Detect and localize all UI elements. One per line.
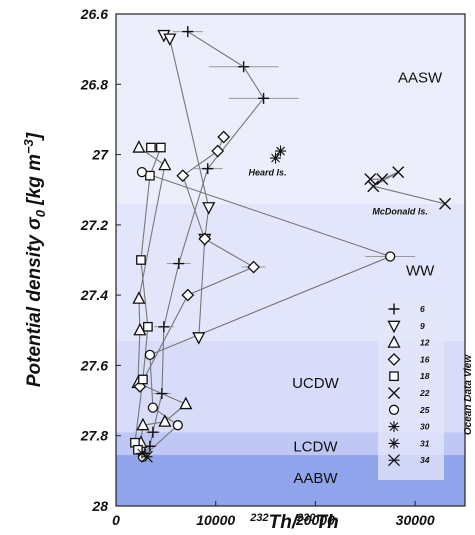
series-12-point [136, 417, 150, 431]
legend-marker-12 [387, 335, 401, 348]
legend-box [378, 298, 444, 480]
series-18-point [143, 321, 153, 332]
x-tick-label: 30000 [396, 512, 435, 528]
annotations: Heard Is. McDonald Is. [249, 168, 428, 217]
series-6-point [182, 26, 194, 38]
y-tick-label: 26.8 [80, 76, 108, 92]
series-31-point [136, 447, 148, 459]
series-6-point [156, 388, 168, 400]
legend-marker-25 [388, 404, 400, 415]
series-6-point [258, 92, 270, 104]
series-9-point [163, 33, 177, 47]
legend-label: 31 [420, 438, 430, 448]
series-22-point [439, 197, 452, 210]
label-aasw: AASW [398, 69, 443, 86]
series-16-point [217, 130, 231, 144]
series-6-point [202, 163, 214, 175]
legend-marker-34 [388, 454, 400, 467]
series-12-point [158, 157, 172, 171]
series-6-point [238, 61, 250, 73]
series-18-point [156, 142, 166, 153]
band-lcdw [116, 432, 465, 456]
y-tick-label: 27.8 [80, 428, 108, 444]
series-9-point [202, 202, 216, 215]
series-25-point [144, 349, 156, 361]
plot-frame [115, 13, 466, 507]
legend-marker-30 [388, 421, 400, 433]
tick-labels: 0 10000 20000 30000 26.6 26.8 27 27.2 27.4 27.6 27… [80, 6, 435, 528]
series-12-point [132, 140, 146, 153]
series-25-point [385, 251, 396, 262]
watermark: Ocean Data View [463, 354, 474, 435]
legend-label: 18 [420, 371, 430, 381]
series-16-point [198, 232, 212, 246]
legend: 6 9 12 16 18 22 25 30 31 34 [378, 298, 444, 480]
series-6-line [144, 31, 265, 454]
water-mass-labels: AASW WW UCDW LCDW AABW [292, 69, 443, 487]
y-tick-label: 27.6 [80, 357, 108, 373]
y-tick-label: 27.2 [80, 217, 108, 233]
series-34-point [140, 450, 153, 463]
series-22-point [367, 180, 380, 193]
y-axis-title: Potential density σ0 [kg m−3] [21, 132, 48, 387]
legend-label: 22 [419, 388, 430, 398]
series-30-point [275, 145, 287, 157]
series-25-point [147, 402, 159, 413]
series-16-point [211, 144, 225, 158]
series-18-point [146, 142, 156, 153]
series-12-point [132, 291, 146, 304]
series-16-point [181, 288, 195, 302]
y-tick-label: 27.4 [80, 287, 108, 303]
series-9-point [192, 332, 206, 345]
legend-label: 34 [420, 455, 430, 465]
series-18-point [136, 255, 146, 265]
series-25-line [141, 171, 392, 458]
x-tick-label: 10000 [196, 512, 235, 528]
x-tick-label: 0 [112, 512, 120, 528]
series-25-point [136, 166, 148, 178]
series-22-point [364, 173, 377, 186]
label-lcdw: LCDW [293, 438, 338, 455]
data-markers [130, 26, 452, 463]
legend-marker-6 [388, 303, 400, 315]
annotation-label: Heard Is. [249, 168, 287, 178]
series-18-point [138, 374, 148, 385]
legend-marker-31 [388, 437, 400, 449]
series-18-point [145, 170, 155, 181]
legend-label: 6 [420, 304, 425, 314]
series-25-point [172, 420, 183, 431]
series-6-point [158, 321, 170, 333]
series-22-point [392, 166, 405, 179]
x-tick-label: 20000 [295, 512, 335, 528]
y-tick-label: 27 [91, 147, 109, 163]
y-tick-label: 28 [91, 498, 108, 514]
series-6-point [173, 258, 185, 270]
y-tick-label: 26.6 [80, 6, 108, 22]
legend-marker-18 [389, 371, 399, 382]
series-30-point [270, 152, 282, 164]
series-16-point [176, 169, 190, 183]
legend-marker-22 [388, 387, 400, 399]
legend-label: 12 [420, 338, 430, 348]
annotation-label: McDonald Is. [372, 206, 428, 216]
series-16-point [247, 260, 261, 274]
water-mass-bands [116, 14, 465, 506]
band-aasw [116, 14, 465, 204]
legend-label: 30 [420, 422, 430, 432]
legend-marker-9 [387, 320, 401, 334]
series-12-point [158, 414, 172, 427]
label-aabw: AABW [293, 470, 338, 487]
legend-label: 16 [420, 354, 430, 364]
x-axis-title: 232Th/230Th [249, 512, 338, 533]
series-12-point [179, 396, 193, 410]
legend-label: 9 [420, 321, 425, 331]
series-22-point [376, 173, 389, 186]
label-ww: WW [406, 263, 435, 280]
legend-label: 25 [419, 405, 430, 415]
legend-marker-16 [387, 352, 401, 366]
series-6-point [147, 426, 159, 438]
series-12-point [133, 322, 147, 336]
label-ucdw: UCDW [292, 375, 339, 392]
